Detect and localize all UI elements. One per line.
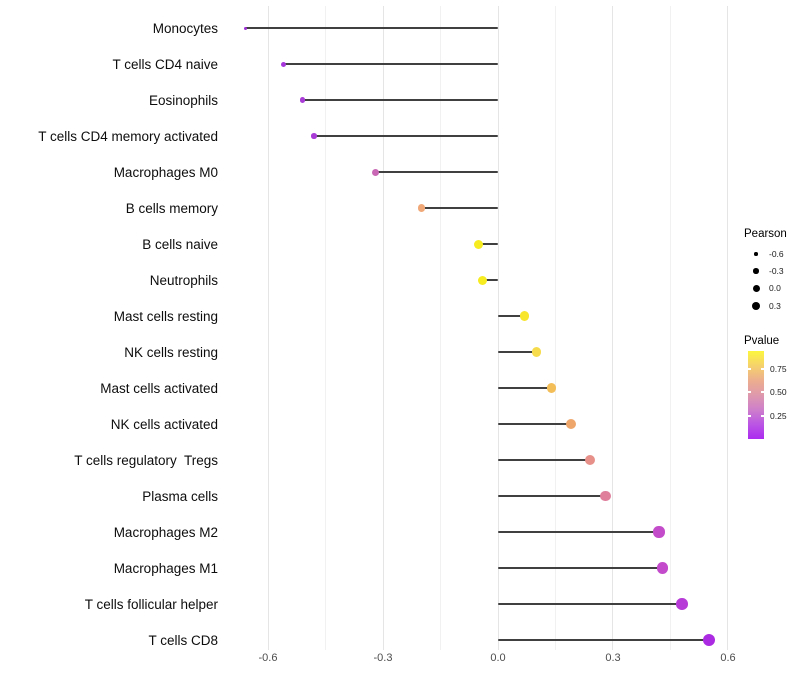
lollipop-dot — [657, 562, 669, 574]
lollipop-stem — [498, 423, 571, 425]
major-gridline — [727, 6, 729, 650]
lollipop-dot — [280, 61, 286, 67]
lollipop-stem — [245, 27, 498, 29]
lollipop-stem — [498, 351, 537, 353]
category-label: T cells CD8 — [148, 632, 218, 648]
lollipop-stem — [375, 171, 498, 173]
category-label: B cells memory — [125, 200, 218, 216]
category-label: Eosinophils — [148, 92, 218, 108]
pearson-legend-title: Pearson — [744, 228, 787, 240]
minor-gridline — [325, 6, 326, 650]
colorbar-tick — [761, 415, 764, 418]
minor-gridline — [440, 6, 441, 650]
pvalue-colorbar-label: 0.50 — [770, 387, 787, 398]
lollipop-stem — [482, 279, 498, 281]
lollipop-dot — [546, 383, 557, 393]
lollipop-dot — [531, 347, 542, 357]
pearson-size-dot — [752, 301, 760, 310]
lollipop-dot — [371, 168, 379, 176]
lollipop-stem — [302, 99, 498, 101]
category-label: Macrophages M2 — [113, 524, 218, 540]
category-label: B cells naive — [142, 236, 218, 252]
colorbar-tick — [748, 391, 751, 394]
major-gridline — [267, 6, 269, 650]
category-label: Mast cells activated — [100, 380, 218, 396]
lollipop-stem — [478, 243, 498, 245]
lollipop-stem — [498, 603, 682, 605]
pearson-size-dot — [754, 252, 758, 256]
lollipop-dot — [600, 490, 611, 502]
lollipop-stem — [314, 135, 498, 137]
major-gridline — [497, 6, 499, 650]
lollipop-stem — [498, 639, 709, 641]
category-label: T cells CD4 naive — [112, 56, 218, 72]
pvalue-legend-title: Pvalue — [744, 335, 780, 347]
pvalue-colorbar-label: 0.75 — [770, 363, 787, 374]
category-label: Monocytes — [152, 20, 218, 36]
lollipop-dot — [653, 526, 665, 538]
category-label: NK cells activated — [110, 416, 218, 432]
lollipop-stem — [421, 207, 498, 209]
lollipop-stem — [498, 315, 525, 317]
x-axis-tick-label: 0.0 — [490, 652, 506, 664]
lollipop-stem — [498, 531, 659, 533]
x-axis-tick-label: -0.6 — [258, 652, 278, 664]
pvalue-colorbar — [748, 351, 764, 439]
pearson-size-dot — [753, 268, 759, 274]
pearson-size-label: -0.3 — [769, 266, 784, 277]
lollipop-dot — [243, 26, 247, 30]
colorbar-tick — [761, 367, 764, 370]
lollipop-stem — [498, 495, 606, 497]
major-gridline — [612, 6, 614, 650]
lollipop-dot — [474, 239, 484, 249]
category-label: Macrophages M0 — [113, 164, 218, 180]
x-axis-tick-label: -0.3 — [373, 652, 393, 664]
lollipop-dot — [565, 419, 576, 429]
minor-gridline — [554, 6, 556, 650]
category-label: T cells CD4 memory activated — [38, 128, 218, 144]
category-label: T cells regulatory Tregs — [74, 452, 218, 468]
category-label: Plasma cells — [142, 488, 218, 504]
pearson-size-dot — [752, 284, 760, 292]
x-axis-tick-label: 0.6 — [720, 652, 736, 664]
lollipop-dot — [676, 598, 688, 610]
lollipop-dot — [478, 275, 488, 285]
lollipop-stem — [498, 567, 663, 569]
pearson-size-label: 0.3 — [769, 300, 781, 311]
category-label: Macrophages M1 — [113, 560, 218, 576]
category-label: Neutrophils — [149, 272, 218, 288]
pvalue-colorbar-label: 0.25 — [770, 411, 787, 422]
lollipop-dot — [520, 311, 530, 321]
category-label: T cells follicular helper — [84, 596, 218, 612]
lollipop-dot — [417, 204, 426, 212]
major-gridline — [382, 6, 384, 650]
lollipop-dot — [702, 633, 716, 647]
pearson-size-label: 0.0 — [769, 283, 781, 294]
pearson-size-label: -0.6 — [769, 249, 784, 259]
lollipop-stem — [498, 387, 552, 389]
category-label: NK cells resting — [124, 344, 218, 360]
category-label: Mast cells resting — [113, 308, 218, 324]
minor-gridline — [669, 6, 671, 650]
lollipop-stem — [283, 63, 498, 65]
lollipop-stem — [498, 459, 590, 461]
x-axis-tick-label: 0.3 — [605, 652, 621, 664]
lollipop-dot — [311, 133, 317, 139]
colorbar-tick — [748, 415, 751, 418]
lollipop-dot — [299, 97, 306, 103]
colorbar-tick — [761, 391, 764, 394]
lollipop-dot — [584, 454, 596, 466]
colorbar-tick — [748, 367, 751, 370]
